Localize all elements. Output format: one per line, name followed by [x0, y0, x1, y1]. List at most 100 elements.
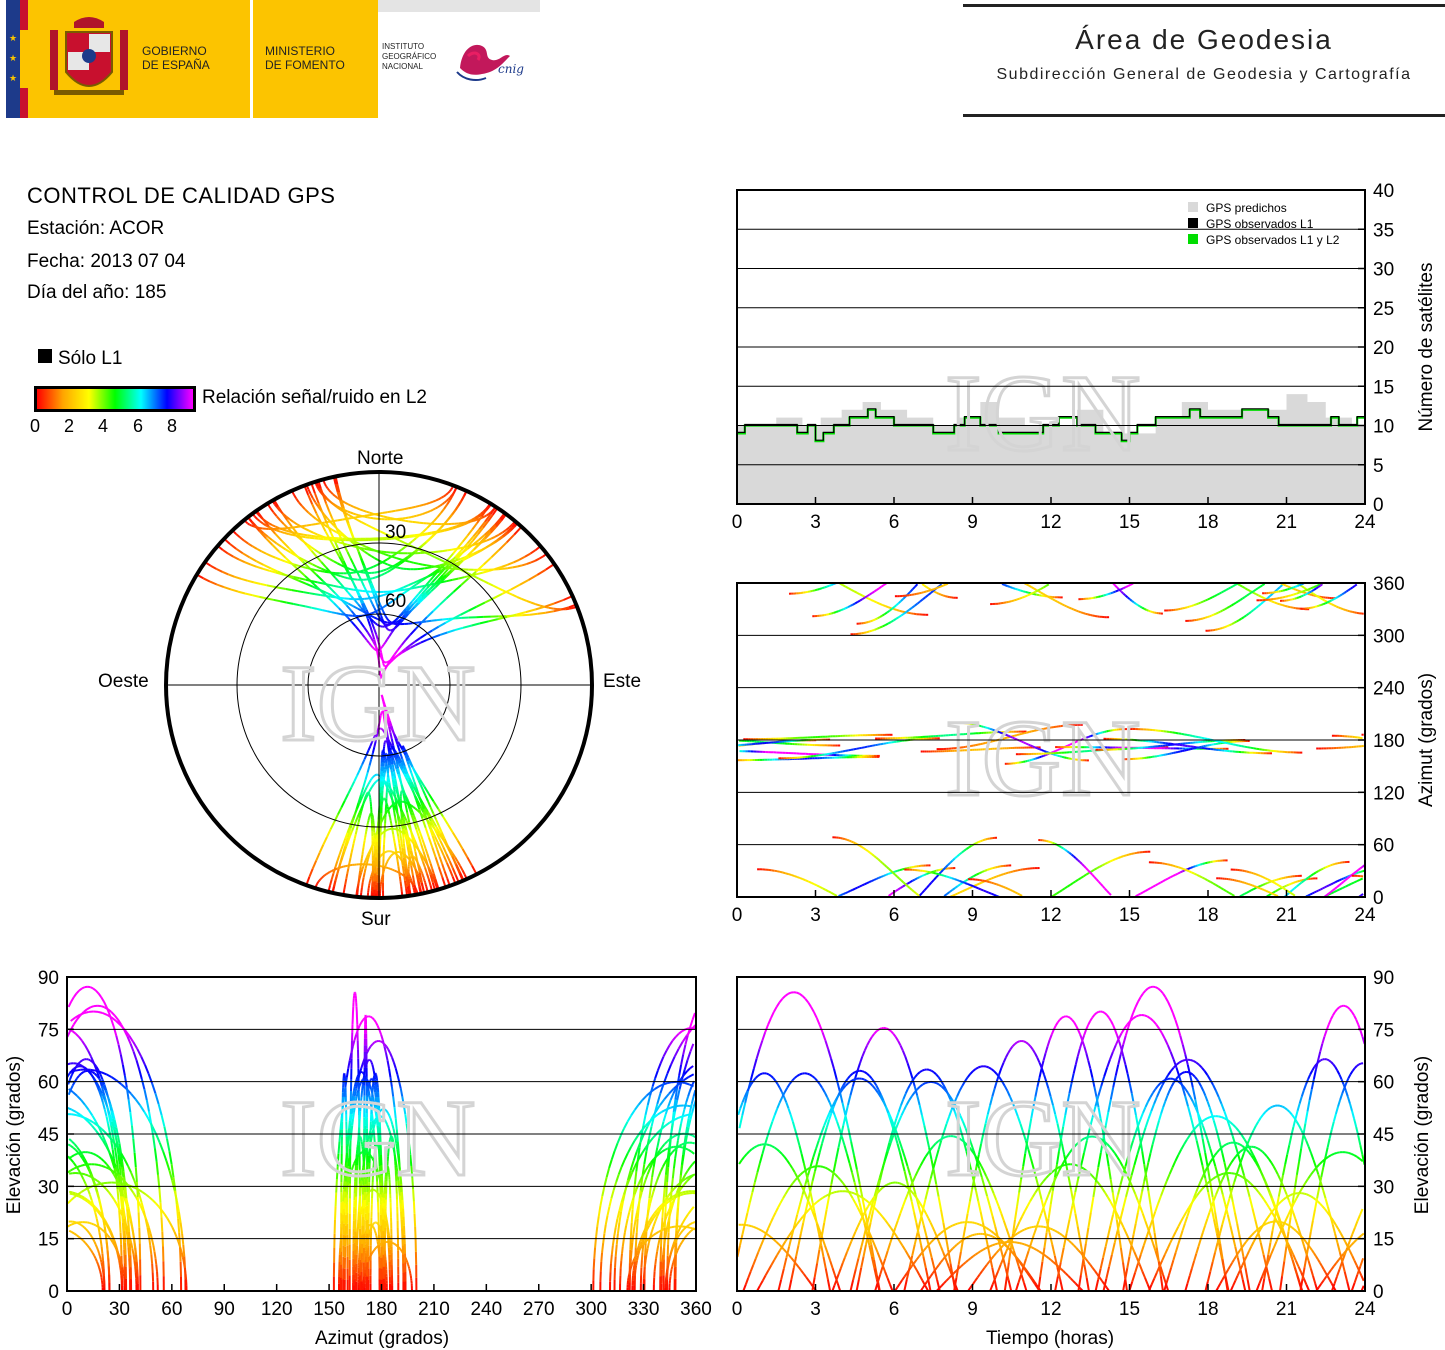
track-segment [461, 535, 469, 543]
track-segment [1221, 590, 1225, 594]
track-segment [357, 546, 363, 551]
track-segment [470, 573, 477, 577]
track-segment [420, 639, 428, 644]
track-segment [1267, 890, 1271, 894]
track-segment [1041, 727, 1045, 731]
track-segment [429, 520, 435, 526]
track-segment [325, 556, 331, 561]
track-segment [965, 878, 969, 882]
track-segment [366, 546, 372, 550]
track-segment [457, 541, 464, 549]
track-segment [1260, 595, 1265, 599]
track-segment [329, 501, 334, 505]
track-segment [363, 754, 368, 760]
track-segment [354, 808, 359, 814]
track-segment [407, 836, 411, 841]
track-segment [387, 777, 391, 783]
track-segment [381, 618, 385, 623]
track-segment [1279, 584, 1283, 588]
track-segment [307, 488, 312, 495]
track-segment [910, 612, 915, 615]
track-segment [1214, 628, 1218, 631]
track-segment [278, 527, 284, 531]
legend-swatch [1188, 218, 1198, 228]
track-segment [442, 815, 449, 825]
track-segment [1024, 731, 1027, 735]
track-segment [410, 772, 414, 778]
track-segment [516, 611, 527, 616]
track-segment [332, 493, 336, 497]
track-segment [1056, 600, 1061, 604]
track-segment [398, 763, 402, 768]
track-segment [404, 858, 407, 864]
track-segment [419, 852, 423, 856]
track-segment [1224, 625, 1228, 629]
track-segment [299, 577, 307, 581]
track-segment [1199, 862, 1203, 866]
track-segment [301, 505, 306, 510]
track-segment [366, 510, 370, 514]
track-segment [1090, 614, 1093, 617]
track-segment [1023, 741, 1027, 745]
track-segment [385, 711, 390, 717]
track-segment [368, 616, 373, 621]
track-segment [379, 792, 382, 800]
track-segment [328, 586, 337, 595]
track-segment [421, 587, 428, 595]
track-segment [428, 793, 435, 802]
track-segment [1036, 747, 1040, 751]
track-segment [1164, 877, 1169, 881]
track-segment [1248, 591, 1252, 595]
track-segment [1276, 597, 1280, 600]
track-segment [393, 564, 398, 569]
track-segment [289, 518, 294, 523]
track-segment [954, 855, 958, 860]
track-segment [1167, 876, 1171, 880]
track-segment [933, 869, 937, 873]
track-segment [434, 856, 440, 868]
track-segment [460, 495, 466, 502]
track-segment [1012, 890, 1016, 894]
snr-tick: 2 [64, 416, 75, 436]
track-segment [391, 729, 396, 735]
track-segment [286, 601, 294, 605]
track-segment [309, 493, 314, 499]
track-segment [1017, 588, 1021, 592]
track-segment [320, 561, 327, 569]
track-segment [1089, 871, 1094, 876]
track-segment [402, 609, 407, 615]
track-segment [1021, 595, 1026, 599]
track-segment [422, 575, 430, 580]
track-segment [379, 530, 386, 535]
track-segment [1278, 877, 1282, 881]
track-segment [909, 879, 913, 884]
track-segment [340, 575, 345, 579]
track-segment [358, 870, 362, 876]
y-tick-label: 40 [1373, 181, 1394, 202]
track-segment [1014, 734, 1018, 737]
track-segment [262, 518, 267, 522]
track-segment [994, 865, 999, 869]
track-segment [365, 858, 369, 864]
track-segment [407, 844, 412, 852]
track-segment [1095, 595, 1099, 599]
track-segment [440, 580, 447, 584]
track-segment [852, 602, 856, 606]
track-segment [431, 868, 435, 875]
track-segment [401, 647, 407, 653]
track-segment [425, 587, 432, 594]
track-segment [432, 873, 437, 880]
track-segment [425, 886, 428, 889]
track-segment [526, 599, 532, 604]
track-segment [320, 509, 325, 516]
track-segment [386, 741, 389, 745]
track-segment [409, 838, 413, 842]
track-segment [380, 675, 383, 678]
track-segment [419, 513, 423, 516]
track-segment [416, 847, 420, 851]
track-segment [393, 733, 398, 740]
track-segment [420, 843, 425, 852]
track-segment [320, 492, 324, 496]
track-segment [1200, 600, 1204, 604]
track-segment [414, 592, 420, 599]
